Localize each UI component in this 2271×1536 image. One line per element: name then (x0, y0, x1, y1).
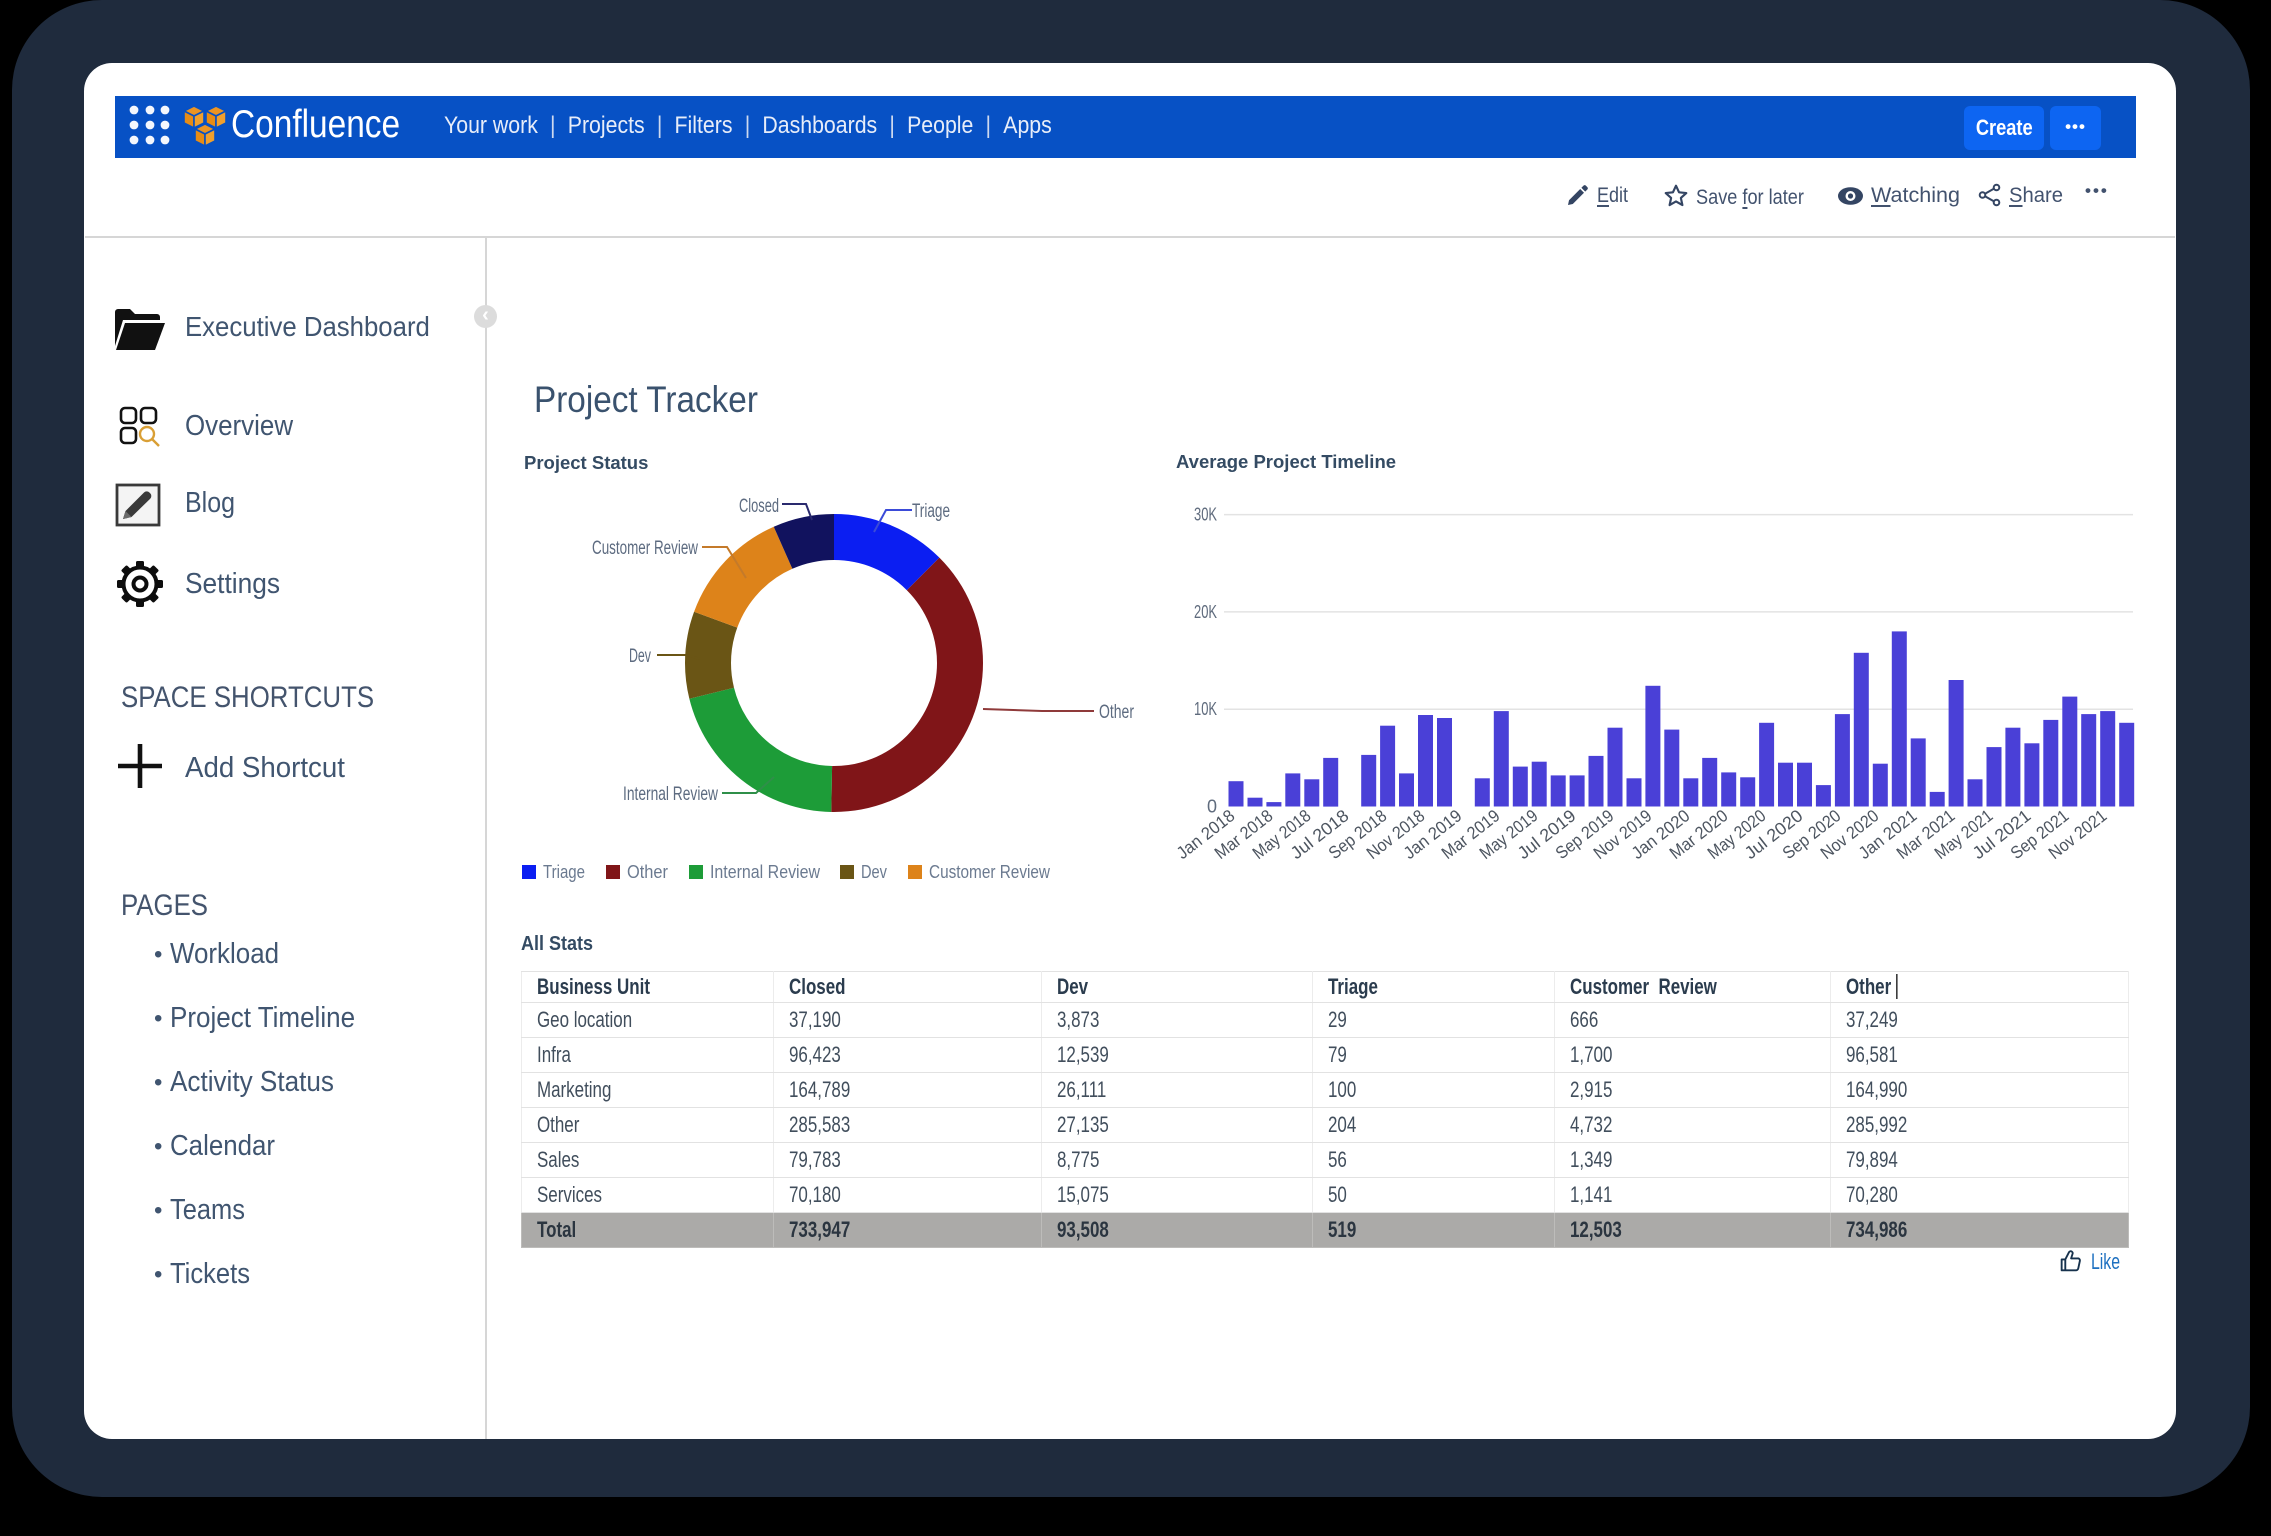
svg-text:Dev: Dev (861, 862, 887, 882)
svg-text:Other: Other (1099, 702, 1134, 723)
svg-text:Customer Review: Customer Review (929, 862, 1051, 882)
svg-text:0: 0 (1207, 797, 1217, 817)
svg-text:Other: Other (627, 862, 668, 882)
svg-text:Triage: Triage (543, 862, 585, 882)
svg-text:10K: 10K (1194, 699, 1217, 719)
svg-text:Internal Review: Internal Review (710, 862, 821, 882)
svg-text:Triage: Triage (912, 501, 950, 522)
svg-text:Closed: Closed (739, 496, 779, 517)
svg-text:Dev: Dev (629, 646, 651, 667)
svg-text:Customer Review: Customer Review (592, 538, 698, 559)
svg-text:Internal Review: Internal Review (623, 784, 718, 805)
svg-text:30K: 30K (1194, 505, 1217, 525)
svg-text:20K: 20K (1194, 602, 1217, 622)
